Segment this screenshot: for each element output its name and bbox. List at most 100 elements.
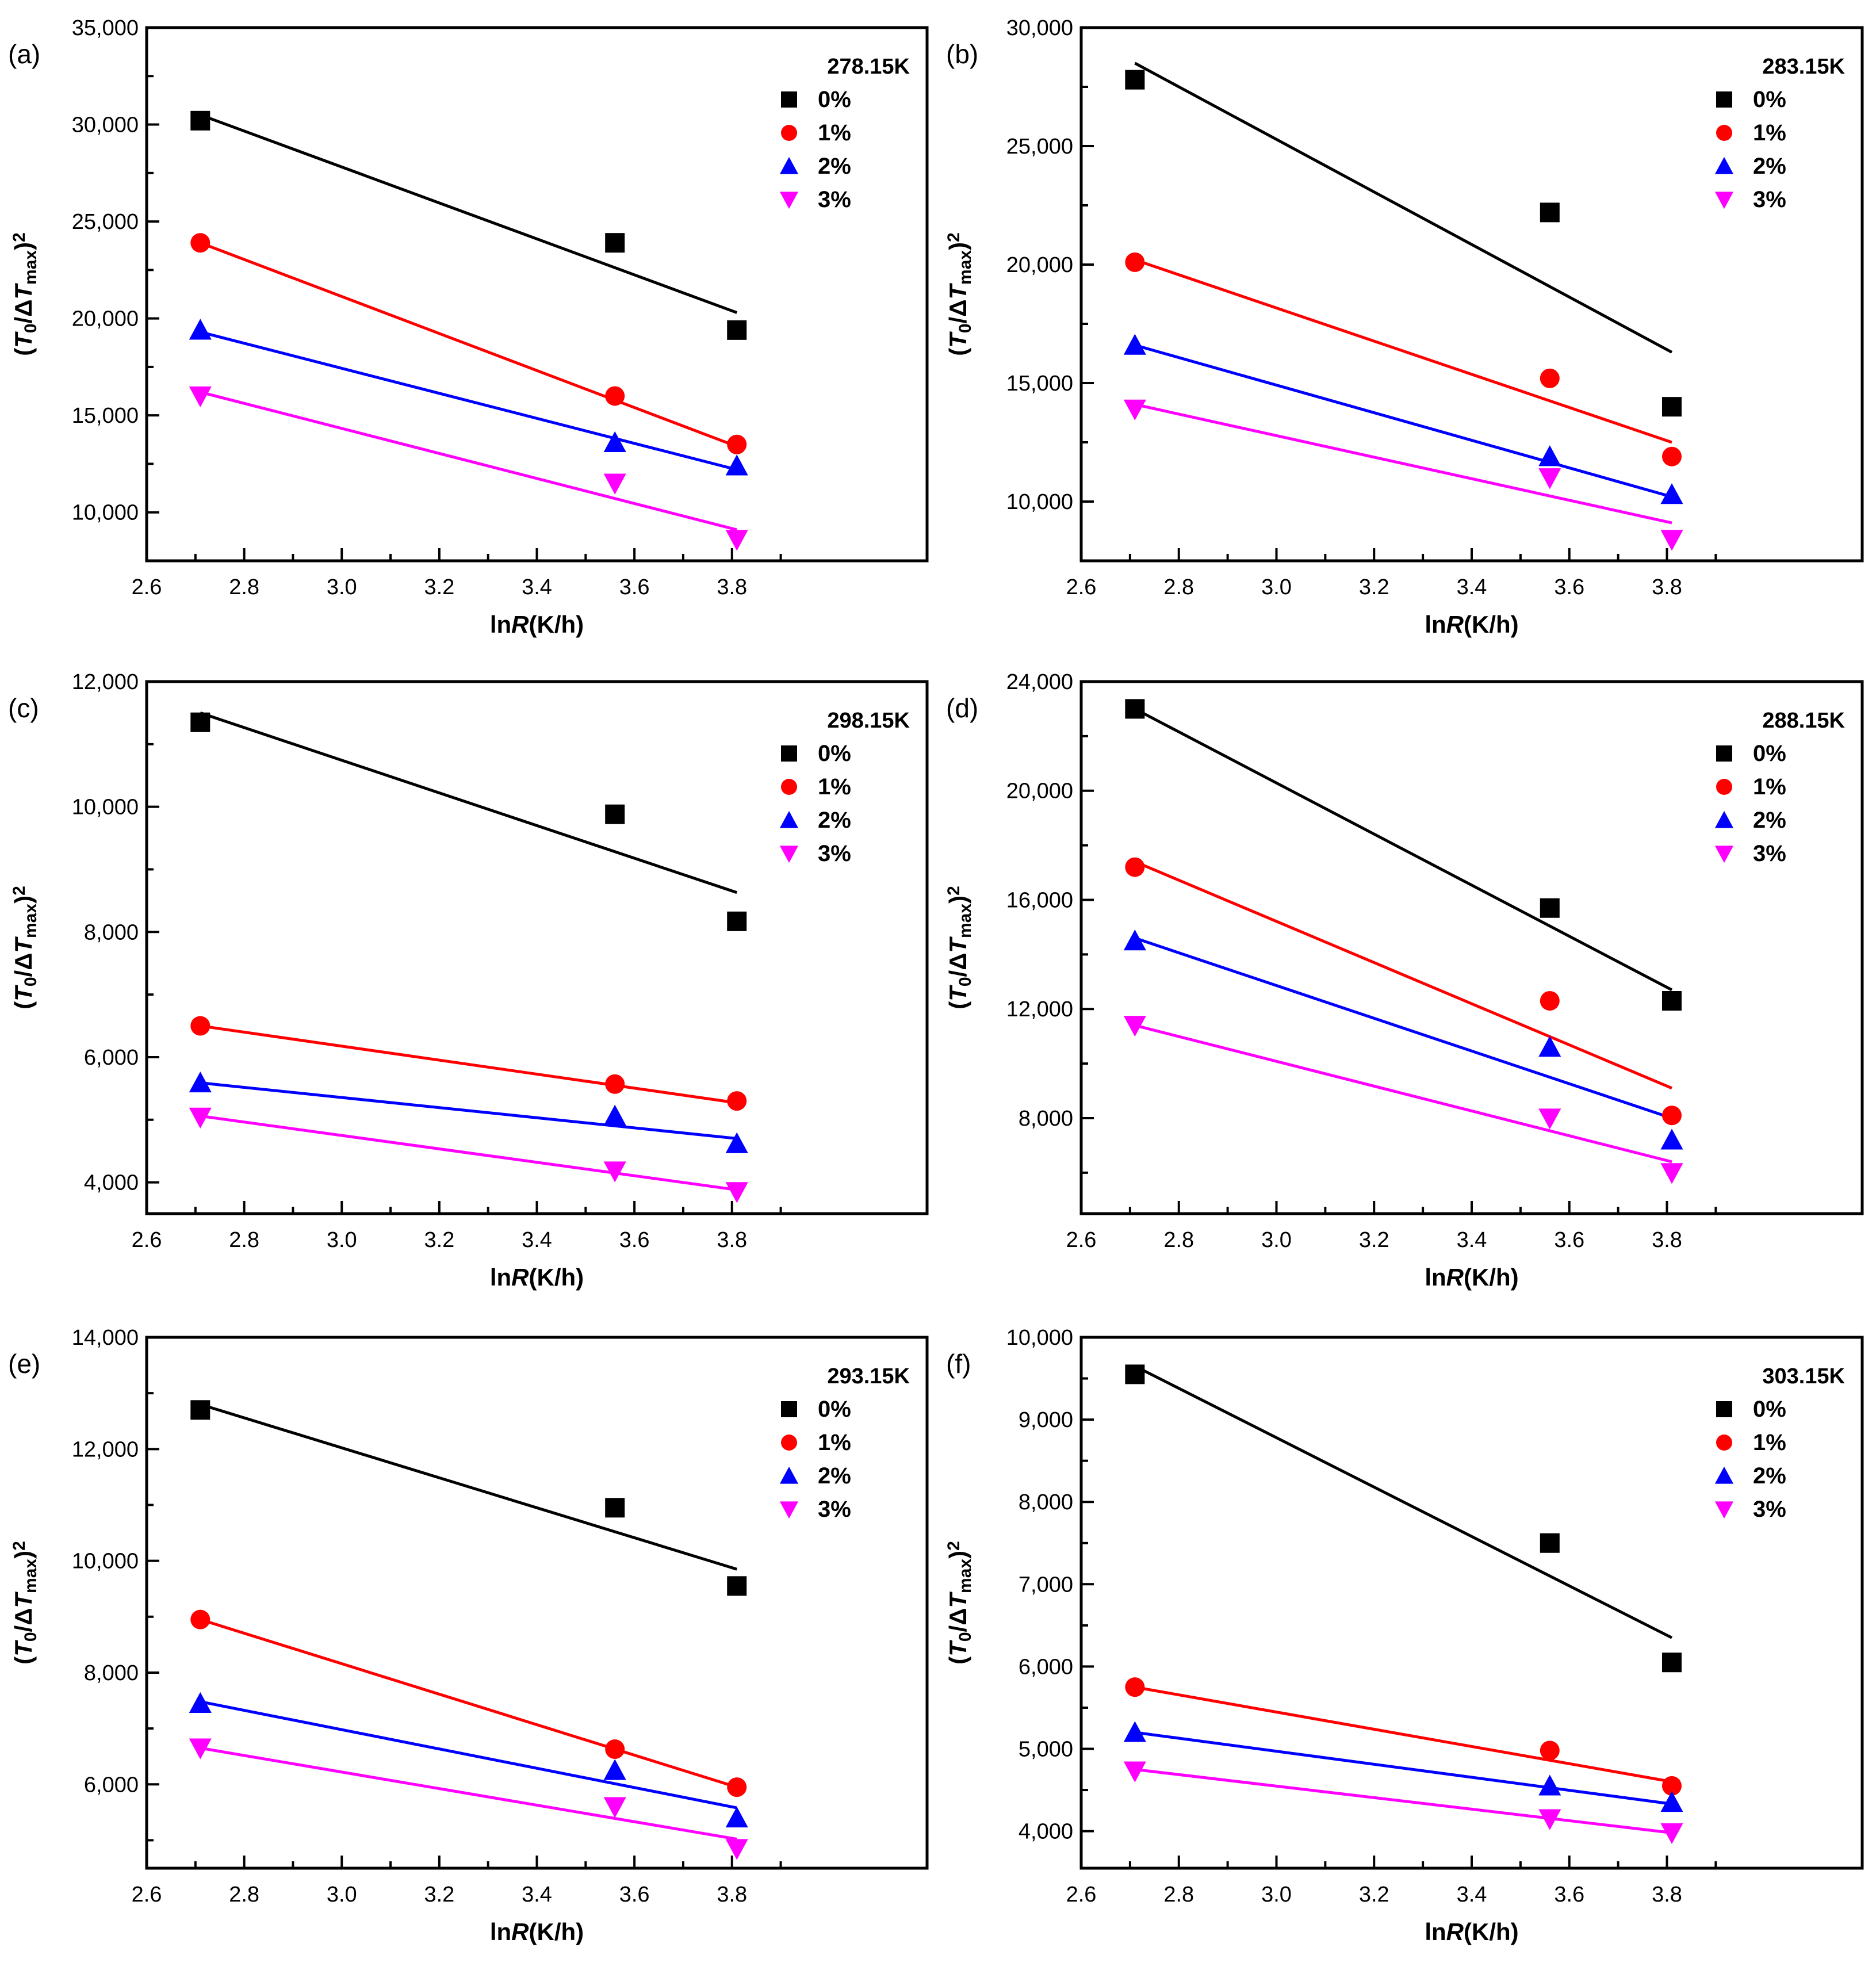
data-point-0pct	[190, 110, 210, 131]
y-tick-label: 10,000	[72, 501, 139, 525]
fit-line-2pct	[200, 330, 737, 471]
legend-label: 0%	[1753, 741, 1786, 766]
x-tick-label: 3.6	[1554, 575, 1584, 599]
data-point-2pct	[1660, 483, 1683, 504]
chart-panel-f: 2.6 2.8 3.0 3.2 3.4 3.6 3.8 4,000 5,000 6,000 7,00…	[944, 1326, 1864, 1945]
x-tick-label: 2.6	[1066, 1228, 1097, 1252]
x-axis-label: lnR(K/h)	[490, 1264, 584, 1291]
legend-marker-2pct	[1714, 1466, 1734, 1484]
y-axis-label: (T0/ΔTmax)2	[944, 232, 975, 356]
data-point-3pct	[189, 1738, 212, 1759]
legend-label: 3%	[818, 1497, 851, 1522]
data-point-1pct	[605, 1739, 625, 1759]
fit-line-0pct	[200, 712, 738, 894]
data-point-0pct	[605, 233, 625, 253]
x-tick-label: 3.2	[1359, 1883, 1389, 1907]
x-tick-label: 2.8	[229, 575, 259, 599]
legend-label: 3%	[818, 841, 851, 866]
legend-marker-3pct	[1714, 192, 1734, 209]
legend-title: 283.15K	[1762, 55, 1845, 79]
y-tick-label: 10,000	[72, 795, 139, 820]
data-point-1pct	[727, 1777, 747, 1797]
y-tick-label: 24,000	[1006, 670, 1073, 694]
data-point-0pct	[605, 1498, 625, 1518]
y-tick-label: 8,000	[84, 920, 139, 944]
y-tick-label: 10,000	[1006, 490, 1073, 514]
x-tick-label: 2.6	[132, 575, 162, 599]
legend-title: 288.15K	[1762, 709, 1845, 733]
data-point-2pct	[603, 1759, 626, 1780]
legend-label: 0%	[1753, 87, 1786, 112]
legend-marker-0pct	[781, 745, 797, 762]
data-point-2pct	[189, 1692, 212, 1713]
y-tick-label: 30,000	[72, 113, 139, 137]
data-point-1pct	[1540, 991, 1560, 1011]
data-point-2pct	[1538, 1036, 1561, 1057]
data-point-2pct	[1660, 1791, 1683, 1812]
data-point-3pct	[189, 1107, 212, 1129]
data-point-2pct	[1123, 929, 1146, 951]
legend-marker-3pct	[1714, 1501, 1734, 1519]
x-axis-label: lnR(K/h)	[490, 1918, 584, 1945]
panel-label: (d)	[946, 693, 978, 723]
y-tick-label: 25,000	[1006, 135, 1073, 159]
y-tick-label: 8,000	[1019, 1107, 1073, 1131]
data-point-0pct	[1125, 1364, 1145, 1384]
data-point-1pct	[1661, 1106, 1682, 1126]
x-tick-label: 2.6	[1066, 1883, 1097, 1907]
fit-line-2pct	[200, 1700, 737, 1810]
data-point-0pct	[1661, 991, 1682, 1011]
chart-panel-c: 2.6 2.8 3.0 3.2 3.4 3.6 3.8 4,000 6,000 8,000 10,0…	[8, 670, 929, 1291]
y-tick-label: 14,000	[72, 1326, 139, 1350]
plot-frame	[145, 26, 929, 563]
legend-label: 1%	[1753, 1430, 1786, 1455]
fit-line-0pct	[1134, 707, 1673, 992]
data-point-1pct	[190, 1609, 210, 1629]
data-point-1pct	[1125, 1677, 1145, 1697]
legend-label: 2%	[818, 154, 851, 179]
x-tick-label: 3.6	[619, 575, 650, 599]
data-point-2pct	[1123, 1721, 1146, 1742]
fit-line-3pct	[200, 391, 737, 531]
legend-marker-2pct	[779, 156, 799, 174]
data-point-2pct	[189, 1072, 212, 1093]
x-axis-label: lnR(K/h)	[1425, 1264, 1518, 1291]
legend-title: 293.15K	[827, 1364, 910, 1388]
fit-line-1pct	[1134, 860, 1672, 1090]
y-tick-label: 20,000	[72, 307, 139, 331]
fit-line-0pct	[1134, 62, 1673, 354]
data-point-1pct	[1125, 252, 1145, 272]
y-tick-label: 30,000	[1006, 16, 1073, 40]
y-tick-label: 15,000	[72, 404, 139, 428]
data-point-2pct	[725, 454, 748, 476]
legend-label: 2%	[1753, 154, 1786, 179]
data-point-0pct	[1125, 70, 1145, 90]
data-point-3pct	[725, 1839, 748, 1860]
fit-line-3pct	[1134, 403, 1672, 525]
x-tick-label: 3.0	[1261, 1883, 1292, 1907]
chart-panel-e: 2.6 2.8 3.0 3.2 3.4 3.6 3.8 6,000 8,000 10,000 12,…	[8, 1326, 929, 1945]
legend-label: 0%	[818, 87, 851, 112]
legend-label: 1%	[1753, 120, 1786, 146]
legend-marker-1pct	[781, 125, 797, 141]
data-point-3pct	[189, 386, 212, 408]
legend-label: 1%	[818, 1430, 851, 1455]
fit-line-2pct	[1134, 343, 1672, 499]
chart-panel-a: 2.6 2.8 3.0 3.2 3.4 3.6 3.8 10,000 15,000 20,000 2…	[8, 16, 929, 638]
chart-panel-b: 2.6 2.8 3.0 3.2 3.4 3.6 3.8 10,000 15,000 20,000 2…	[944, 16, 1864, 638]
y-tick-label: 4,000	[84, 1171, 139, 1195]
data-point-2pct	[725, 1807, 748, 1828]
x-tick-label: 2.8	[1163, 575, 1194, 599]
y-tick-label: 15,000	[1006, 372, 1073, 396]
legend-label: 1%	[1753, 774, 1786, 800]
y-tick-label: 5,000	[1019, 1738, 1073, 1762]
y-tick-label: 6,000	[1019, 1655, 1073, 1679]
legend-marker-3pct	[779, 1501, 799, 1519]
x-tick-label: 2.6	[132, 1228, 162, 1252]
x-tick-label: 3.0	[327, 1228, 357, 1252]
y-axis-label: (T0/ΔTmax)2	[10, 1541, 40, 1665]
data-point-3pct	[725, 1182, 748, 1203]
y-tick-label: 10,000	[72, 1550, 139, 1574]
legend-marker-1pct	[1716, 125, 1732, 141]
